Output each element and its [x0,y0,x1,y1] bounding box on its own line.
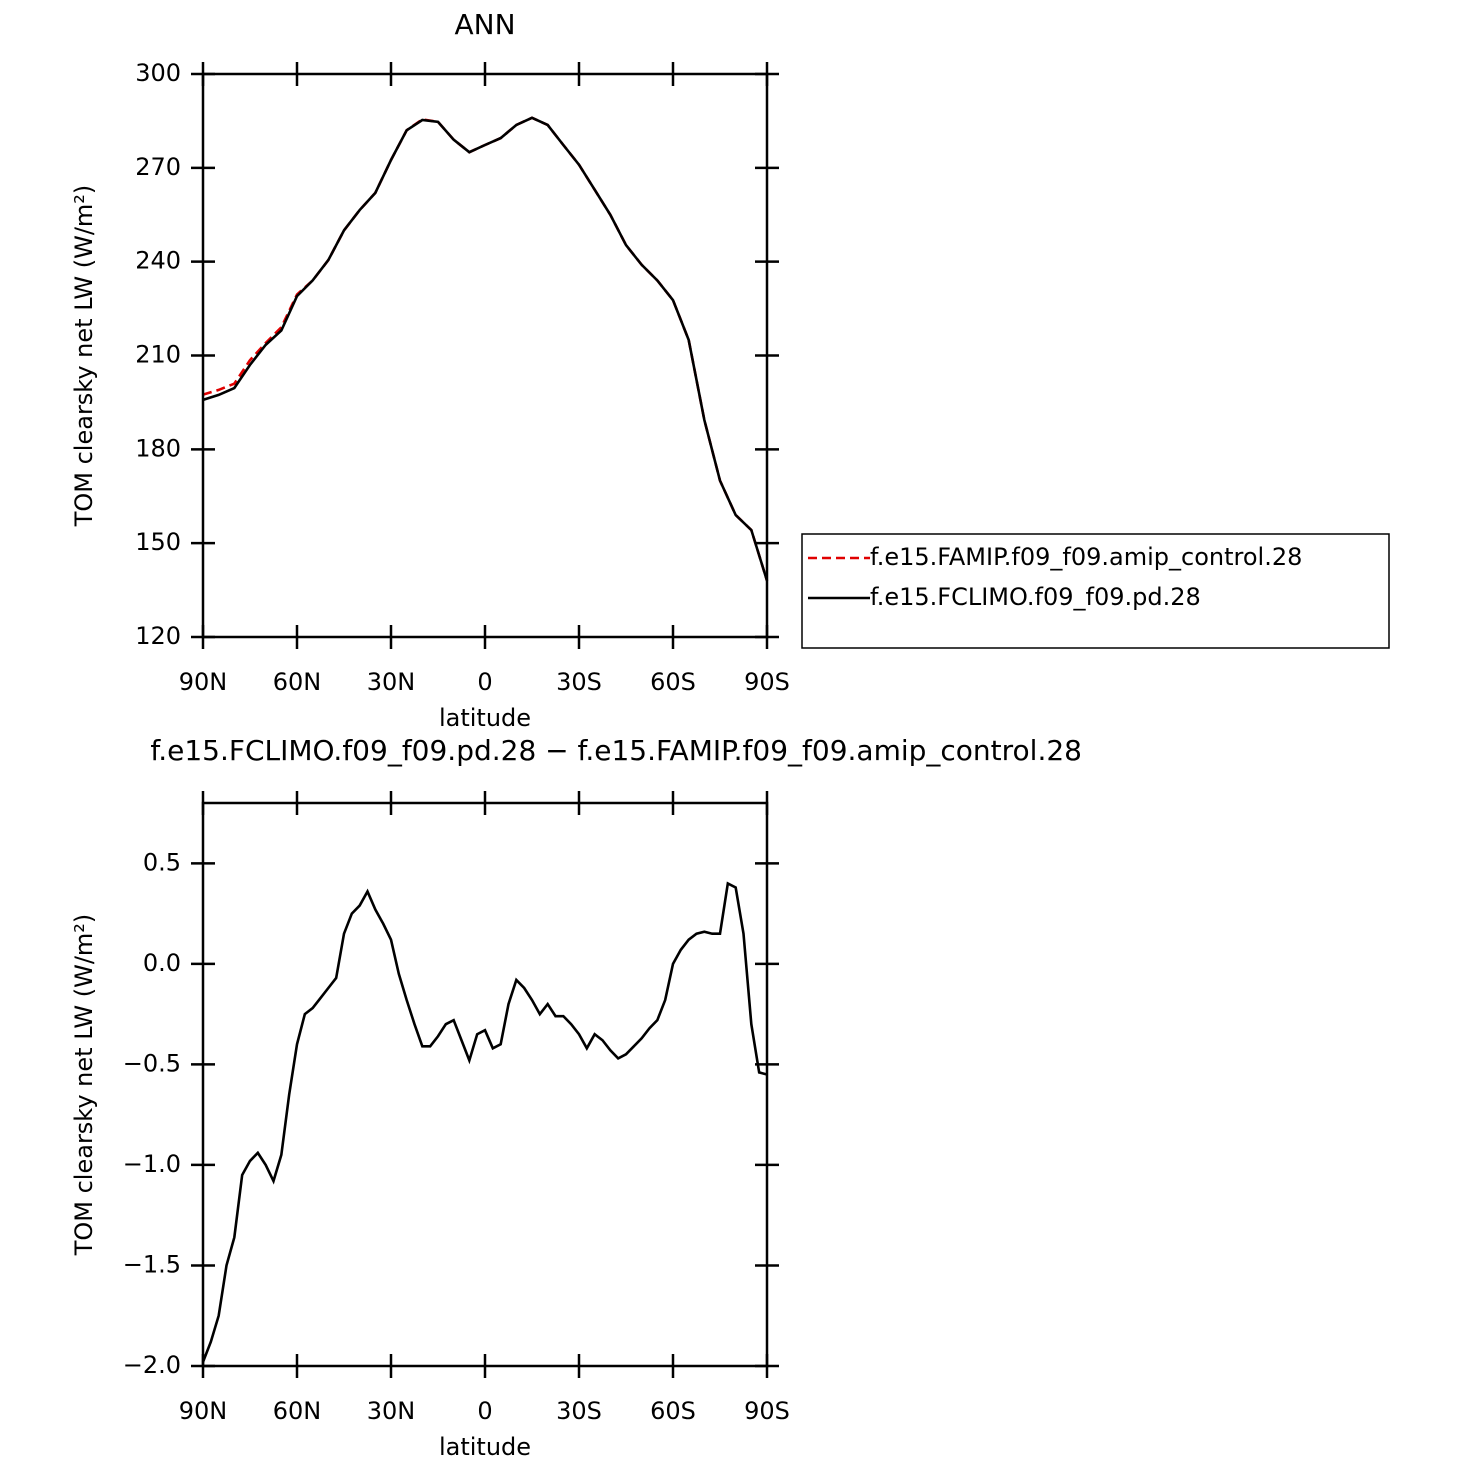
y-tick-label: −0.5 [123,1049,181,1077]
series-line [202,116,769,582]
y-tick-label: 240 [135,247,181,275]
legend-label: f.e15.FAMIP.f09_f09.amip_control.28 [870,543,1302,571]
legend-box [801,533,1390,649]
y-tick-label: 180 [135,434,181,462]
y-axis-label: TOM clearsky net LW (W/m²) [70,914,98,1257]
y-tick-label: 120 [135,622,181,650]
x-tick-label: 60N [273,668,322,696]
chart-title: ANN [454,8,515,41]
x-tick-label: 60S [650,1397,696,1425]
y-tick-label: −2.0 [123,1351,181,1379]
x-tick-label: 30S [556,668,602,696]
x-tick-label: 30N [367,1397,416,1425]
x-axis-label: latitude [439,704,531,732]
y-tick-label: 0.0 [143,949,181,977]
x-tick-label: 60N [273,1397,322,1425]
y-tick-label: 150 [135,528,181,556]
x-tick-label: 30N [367,668,416,696]
series-line [201,881,768,1363]
x-tick-label: 0 [477,1397,492,1425]
y-tick-label: 270 [135,153,181,181]
y-tick-label: 300 [135,59,181,87]
x-tick-label: 0 [477,668,492,696]
x-tick-label: 90N [179,668,228,696]
legend-label: f.e15.FCLIMO.f09_f09.pd.28 [870,583,1201,611]
x-axis-label: latitude [439,1433,531,1461]
y-tick-label: −1.0 [123,1150,181,1178]
y-tick-label: −1.5 [123,1250,181,1278]
y-tick-label: 0.5 [143,848,181,876]
x-tick-label: 30S [556,1397,602,1425]
x-tick-label: 90S [744,668,790,696]
x-tick-label: 90S [744,1397,790,1425]
plot-frame [201,801,769,1368]
chart-title: f.e15.FCLIMO.f09_f09.pd.28 − f.e15.FAMIP… [150,734,1082,767]
plot-frame [201,72,769,639]
x-tick-label: 90N [179,1397,228,1425]
y-tick-label: 210 [135,341,181,369]
y-axis-label: TOM clearsky net LW (W/m²) [70,185,98,528]
x-tick-label: 60S [650,668,696,696]
series-line [202,116,769,582]
